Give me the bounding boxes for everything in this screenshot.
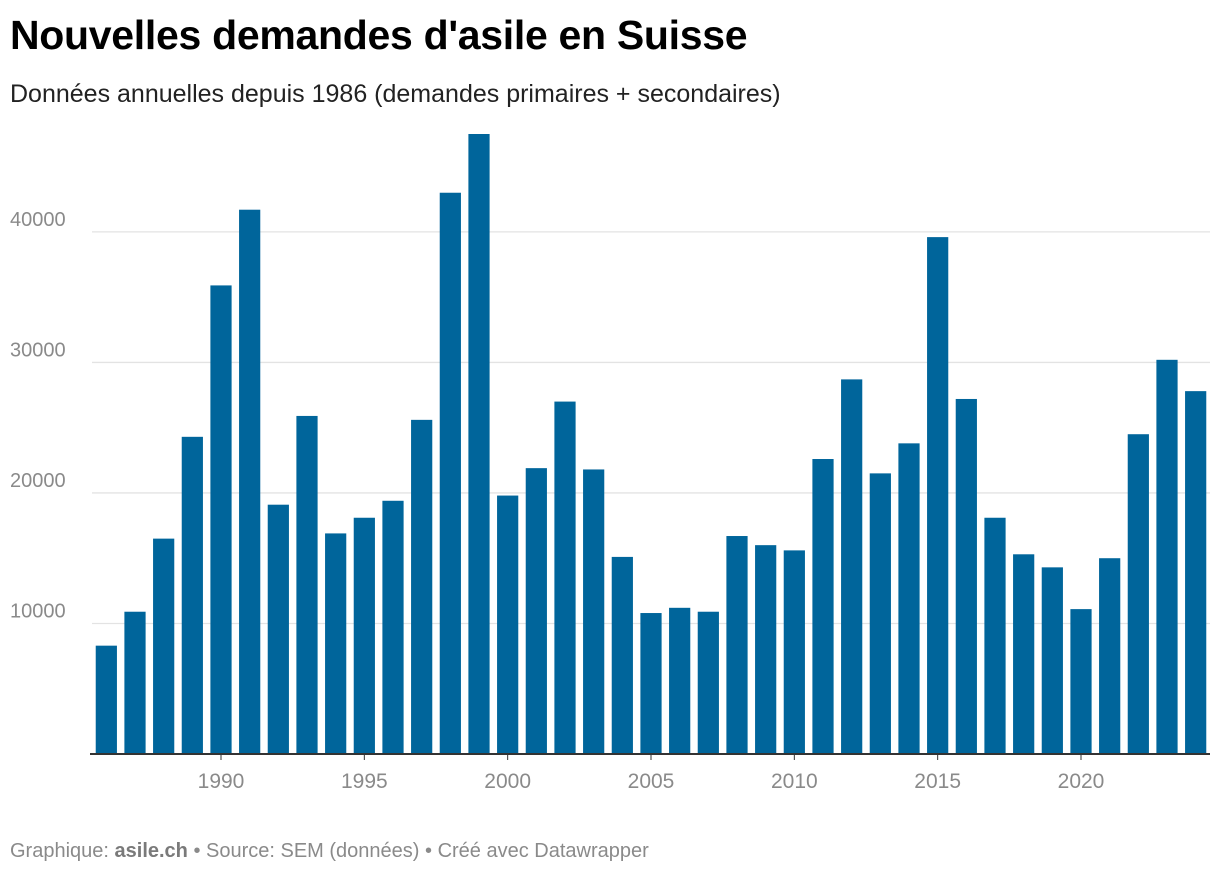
- bar-2020: [1070, 609, 1092, 754]
- x-tick-label: 2010: [771, 770, 818, 793]
- bar-2018: [1013, 554, 1035, 754]
- bar-1997: [411, 419, 433, 754]
- bar-2019: [1041, 567, 1063, 754]
- bar-2024: [1185, 391, 1207, 754]
- bar-1994: [325, 533, 347, 754]
- y-tick-label: 20000: [10, 470, 66, 492]
- bar-2010: [783, 550, 805, 754]
- bar-1999: [468, 134, 490, 754]
- bar-1996: [382, 500, 404, 754]
- bar-2000: [497, 495, 519, 754]
- bar-2001: [525, 468, 547, 754]
- bar-1987: [124, 611, 146, 754]
- bar-2002: [554, 401, 576, 754]
- bar-1993: [296, 415, 318, 754]
- bar-1992: [267, 504, 289, 754]
- bar-2011: [812, 459, 834, 754]
- bar-2005: [640, 613, 662, 754]
- bar-1988: [153, 538, 175, 754]
- y-tick-label: 30000: [10, 339, 66, 361]
- bar-2016: [955, 398, 977, 754]
- bar-2015: [927, 237, 949, 754]
- x-tick-label: 1990: [198, 770, 245, 793]
- bar-2008: [726, 536, 748, 754]
- axes: 10000 20000 30000 40000 1990 1995 2000 2005 2010…: [10, 209, 1210, 793]
- bar-1986: [95, 645, 117, 754]
- chart-subtitle: Données annuelles depuis 1986 (demandes …: [10, 80, 781, 108]
- x-tick-label: 2015: [914, 770, 961, 793]
- bar-2022: [1127, 434, 1149, 754]
- x-tick-label: 2020: [1058, 770, 1105, 793]
- bar-1989: [181, 436, 203, 754]
- bar-2006: [669, 607, 691, 754]
- bar-2023: [1156, 359, 1178, 754]
- bar-2003: [583, 469, 605, 754]
- x-tick-label: 2000: [484, 770, 531, 793]
- y-tick-label: 10000: [10, 600, 66, 622]
- bar-1998: [439, 192, 461, 755]
- bar-2012: [841, 379, 863, 754]
- chart-footer: Graphique: asile.ch • Source: SEM (donné…: [10, 840, 649, 863]
- bar-1990: [210, 285, 232, 754]
- footer-source: • Source: SEM (données) • Créé avec Data…: [187, 840, 649, 862]
- y-tick-label: 40000: [10, 209, 66, 231]
- bar-2014: [898, 443, 920, 754]
- footer-credit: asile.ch: [114, 840, 188, 862]
- x-tick-label: 2005: [628, 770, 675, 793]
- bar-2017: [984, 517, 1006, 754]
- bar-1991: [239, 209, 261, 754]
- x-tick-label: 1995: [341, 770, 388, 793]
- footer-prefix: Graphique:: [10, 840, 115, 862]
- bar-2013: [869, 473, 891, 754]
- bar-2004: [611, 556, 633, 754]
- bar-2009: [755, 545, 777, 754]
- chart-title: Nouvelles demandes d'asile en Suisse: [10, 12, 748, 58]
- bars: [95, 134, 1207, 755]
- bar-1995: [353, 517, 375, 754]
- bar-2007: [697, 611, 719, 754]
- bar-2021: [1099, 558, 1121, 754]
